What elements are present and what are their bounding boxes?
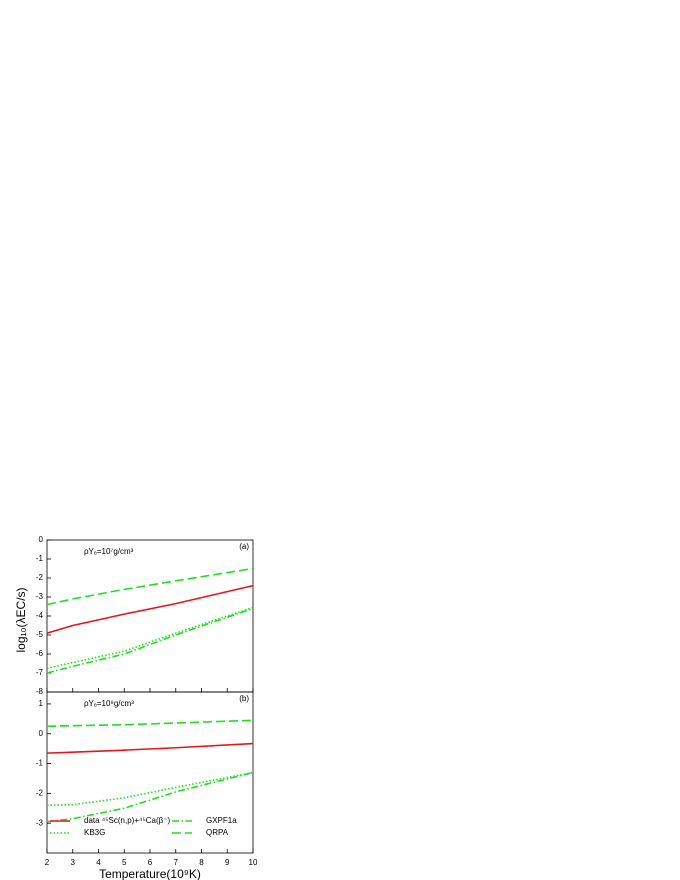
x-tick-label: 5: [122, 858, 127, 867]
x-tick-label: 9: [225, 858, 230, 867]
legend-label: GXPF1a: [206, 816, 237, 825]
legend-label: data ⁴⁵Sc(n,p)+⁴⁵Ca(β⁻): [84, 816, 170, 825]
legend-label: KB3G: [84, 828, 105, 837]
y-tick-label: 1: [39, 699, 44, 708]
line-series: [46, 742, 254, 754]
y-tick-label: -8: [36, 687, 44, 696]
x-tick-label: 10: [249, 858, 258, 867]
line-series: [46, 607, 254, 674]
y-tick-label: -4: [36, 611, 44, 620]
x-tick-label: 8: [199, 858, 204, 867]
x-axis-title: Temperature(10⁹K): [99, 867, 201, 880]
panel-label: (a): [239, 542, 249, 551]
x-tick-label: 6: [148, 858, 153, 867]
x-tick-label: 7: [174, 858, 179, 867]
line-series: [46, 567, 254, 606]
line-series: [46, 771, 254, 823]
y-axis-title: log₁₀(λEC/s): [14, 587, 28, 652]
x-tick-label: 2: [45, 858, 50, 867]
line-series: [46, 771, 254, 807]
y-tick-label: -2: [36, 573, 44, 582]
line-series: [46, 719, 254, 728]
y-tick-label: -6: [36, 649, 44, 658]
y-tick-label: -7: [36, 668, 44, 677]
y-tick-label: -2: [36, 788, 44, 797]
y-tick-label: 0: [39, 729, 44, 738]
annotation: ρYₑ=10⁹g/cm³: [84, 699, 134, 708]
y-tick-label: -5: [36, 630, 44, 639]
line-series: [46, 606, 254, 670]
x-tick-label: 3: [71, 858, 76, 867]
panel-label: (b): [239, 694, 249, 703]
y-tick-label: -3: [36, 818, 44, 827]
y-tick-label: -1: [36, 554, 44, 563]
annotation: ρYₑ=10⁷g/cm³: [84, 547, 134, 556]
y-tick-label: -3: [36, 592, 44, 601]
legend-label: QRPA: [206, 828, 229, 837]
line-series: [46, 584, 254, 634]
y-tick-label: -1: [36, 759, 44, 768]
y-tick-label: 0: [39, 535, 44, 544]
x-tick-label: 4: [96, 858, 101, 867]
plot-frame: [46, 539, 254, 693]
